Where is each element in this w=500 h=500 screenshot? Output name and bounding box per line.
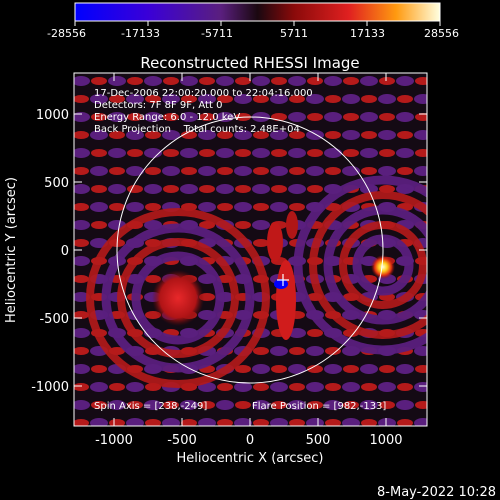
- x-tick-label: 500: [306, 433, 331, 448]
- detectors-info: Detectors: 7F 8F 9F, Att 0: [94, 100, 222, 111]
- x-tick-label: 0: [246, 433, 254, 448]
- y-tick-label: -1000: [31, 380, 69, 395]
- colorbar-gradient: [74, 2, 441, 22]
- y-tick-label: 1000: [36, 108, 69, 123]
- colorbar-tick: 5711: [280, 27, 308, 40]
- colorbar: -28556 -17133 -5711 5711 17133 28556: [47, 2, 459, 40]
- y-tick-label: 0: [61, 244, 69, 259]
- spin-axis-label: Spin Axis = [238,-249]: [94, 401, 207, 412]
- flare-position-label: Flare Position = [982,-133]: [252, 401, 386, 412]
- solar-limb-circle: [116, 116, 384, 384]
- y-tick-label: -500: [39, 312, 69, 327]
- colorbar-tick: -17133: [121, 27, 160, 40]
- y-tick-label: 500: [44, 176, 69, 191]
- x-tick-label: 1000: [369, 433, 402, 448]
- colorbar-tick: -5711: [201, 27, 233, 40]
- colorbar-tick: 28556: [424, 27, 459, 40]
- method-counts: Back Projection Total counts: 2.48E+04: [94, 124, 300, 135]
- spin-axis-marker: [277, 274, 289, 286]
- colorbar-tick: 17133: [350, 27, 385, 40]
- y-axis-title: Heliocentric Y (arcsec): [4, 177, 19, 323]
- x-tick-label: -1000: [95, 433, 133, 448]
- plot-date: 8-May-2022 10:28: [377, 485, 496, 500]
- colorbar-tick: -28556: [47, 27, 86, 40]
- observation-time: 17-Dec-2006 22:00:20.000 to 22:04:16.000: [94, 88, 313, 99]
- x-axis-title: Heliocentric X (arcsec): [177, 451, 324, 466]
- plot-title: Reconstructed RHESSI Image: [140, 54, 359, 72]
- x-tick-label: -500: [167, 433, 197, 448]
- energy-range: Energy Range: 6.0 - 12.0 keV: [94, 112, 240, 123]
